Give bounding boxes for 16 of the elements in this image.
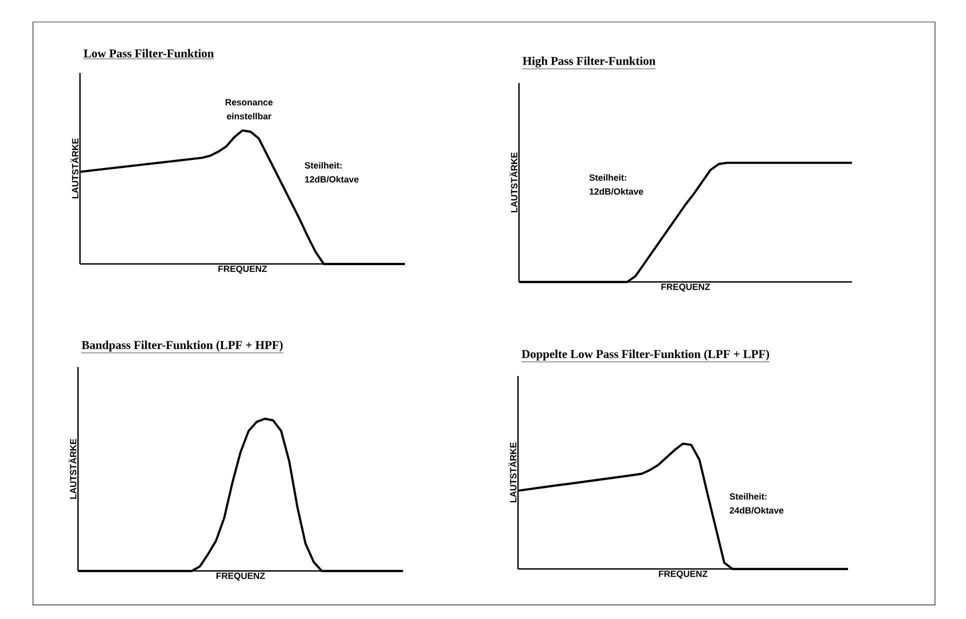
annotation: Steilheit: 12dB/Oktave	[589, 174, 644, 195]
chart-title: Bandpass Filter-Funktion (LPF + HPF)	[82, 340, 283, 352]
x-axis-title: FREQUENZ	[216, 572, 265, 581]
y-axis-title: LAUTSTÄRKE	[508, 442, 516, 502]
annotation: Steilheit: 24dB/Oktave	[730, 493, 784, 514]
y-axis-title: LAUTSTÄRKE	[70, 138, 78, 198]
text: Resonance einstellbar	[226, 99, 273, 120]
chart-title: Doppelte Low Pass Filter-Funktion (LPF + LPF)	[522, 350, 770, 360]
y-axis-title: LAUTSTÄRKE	[68, 438, 76, 499]
x-axis-title: FREQUENZ	[218, 266, 267, 274]
chart-title: Low Pass Filter-Funktion	[84, 49, 214, 58]
x-axis-title: FREQUENZ	[661, 284, 710, 292]
y-axis-title: LAUTSTÄRKE	[510, 152, 518, 212]
x-axis-title: FREQUENZ	[658, 570, 708, 579]
annotation: Steilheit: 12dB/Oktave	[304, 162, 359, 183]
chart-title: High Pass Filter-Funktion	[522, 56, 656, 68]
